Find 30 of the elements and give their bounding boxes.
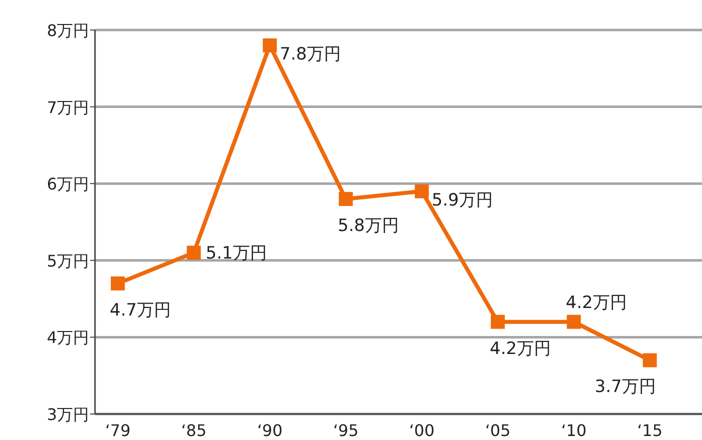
x-tick-label: ‘90 xyxy=(257,421,283,440)
data-label: 3.7万円 xyxy=(594,377,656,398)
x-tick-label: ‘05 xyxy=(485,421,511,440)
data-label: 5.9万円 xyxy=(432,190,493,210)
x-tick-label: ‘10 xyxy=(561,421,587,440)
y-tick-label: 7万円 xyxy=(46,98,89,117)
data-label: 5.1万円 xyxy=(206,244,267,264)
data-label: 4.7万円 xyxy=(110,300,171,320)
y-tick-label: 6万円 xyxy=(46,174,89,194)
y-tick-label: 4万円 xyxy=(46,328,89,348)
point xyxy=(490,314,505,329)
x-tick-label: ‘95 xyxy=(333,421,359,440)
x-tick-label: ‘85 xyxy=(181,421,207,440)
point xyxy=(338,192,353,206)
y-tick-label: 8万円 xyxy=(46,21,89,40)
data-label: 5.8万円 xyxy=(338,216,399,236)
x-tick-label: ‘15 xyxy=(637,421,663,440)
point xyxy=(642,353,657,368)
point xyxy=(262,38,277,52)
data-label: 4.2万円 xyxy=(490,338,551,359)
point xyxy=(414,184,429,198)
point xyxy=(186,246,201,260)
data-label: 4.2万円 xyxy=(566,292,627,313)
x-tick-label: ‘79 xyxy=(105,421,131,440)
point xyxy=(566,314,581,329)
y-tick-label: 5万円 xyxy=(46,251,89,270)
point xyxy=(110,276,125,290)
x-tick-label: ‘00 xyxy=(409,421,435,440)
data-label: 7.8万円 xyxy=(280,44,341,64)
y-tick-label: 3万円 xyxy=(46,405,89,424)
